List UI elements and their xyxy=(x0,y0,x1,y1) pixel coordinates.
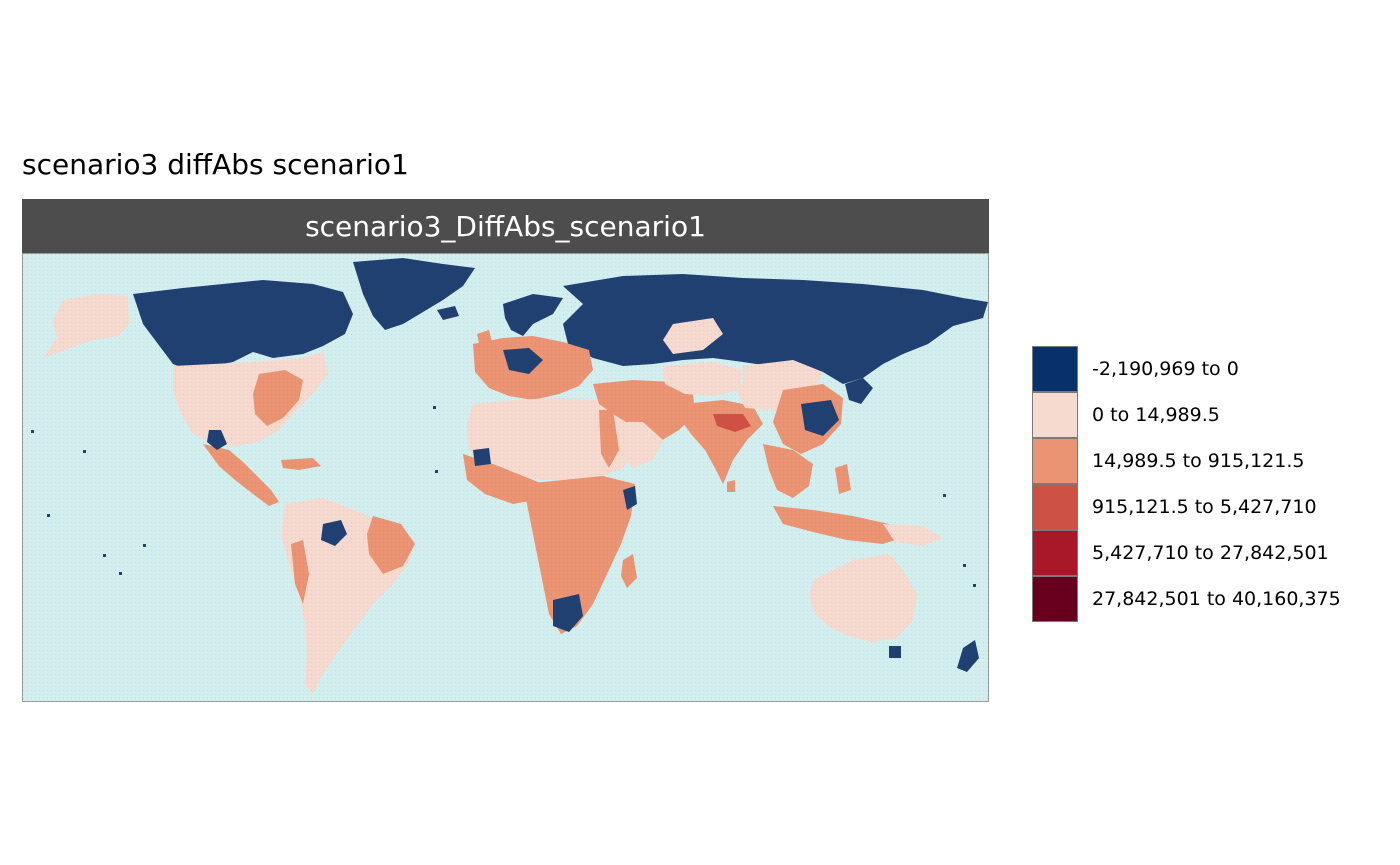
panel-strip-label: scenario3_DiffAbs_scenario1 xyxy=(22,199,989,253)
legend-label: 915,121.5 to 5,427,710 xyxy=(1092,496,1317,518)
map-area xyxy=(22,253,989,702)
legend-item: -2,190,969 to 0 xyxy=(1032,346,1392,392)
world-map xyxy=(23,254,988,701)
legend-label: 14,989.5 to 915,121.5 xyxy=(1092,450,1305,472)
legend-key-swatch xyxy=(1032,438,1078,484)
legend-key-swatch xyxy=(1032,576,1078,622)
legend-item: 14,989.5 to 915,121.5 xyxy=(1032,438,1392,484)
grid-texture xyxy=(23,254,988,701)
legend-item: 5,427,710 to 27,842,501 xyxy=(1032,530,1392,576)
legend-label: 27,842,501 to 40,160,375 xyxy=(1092,588,1341,610)
legend-label: 5,427,710 to 27,842,501 xyxy=(1092,542,1329,564)
legend-key-swatch xyxy=(1032,392,1078,438)
legend-item: 0 to 14,989.5 xyxy=(1032,392,1392,438)
legend-label: 0 to 14,989.5 xyxy=(1092,404,1220,426)
legend-item: 27,842,501 to 40,160,375 xyxy=(1032,576,1392,622)
legend-key-swatch xyxy=(1032,530,1078,576)
legend-item: 915,121.5 to 5,427,710 xyxy=(1032,484,1392,530)
legend-label: -2,190,969 to 0 xyxy=(1092,358,1239,380)
page-title: scenario3 diffAbs scenario1 xyxy=(22,148,409,181)
legend-key-swatch xyxy=(1032,346,1078,392)
map-panel: scenario3_DiffAbs_scenario1 xyxy=(22,199,989,702)
legend-key-swatch xyxy=(1032,484,1078,530)
